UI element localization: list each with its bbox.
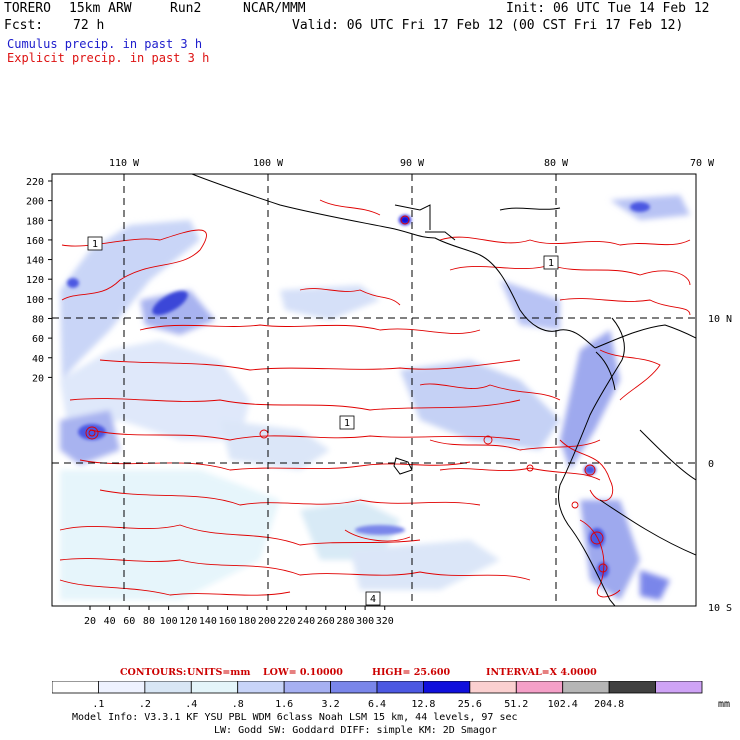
colorbar-swatch [237,681,285,694]
model-name: TORERO [4,1,51,16]
lon-label: 80 W [544,158,569,169]
x-tick-label: 200 [258,616,276,627]
lon-label: 110 W [109,158,140,169]
colorbar-swatch [655,681,703,694]
explicit-legend: Explicit precip. in past 3 h [7,51,210,65]
colorbar-label: .8 [232,699,244,710]
x-tick-label: 280 [336,616,354,627]
map-frame [51,173,697,607]
valid-time: Valid: 06 UTC Fri 17 Feb 12 (00 CST Fri … [292,18,684,33]
init-time: Init: 06 UTC Tue 14 Feb 12 [506,1,710,16]
x-tick-label: 60 [123,616,135,627]
precip-map: 1 1 4 1 110 W 100 W 90 W 80 W 70 W 10 N … [26,158,732,627]
x-tick-label: 40 [104,616,116,627]
x-tick-label: 320 [376,616,394,627]
y-tick-label: 160 [26,236,44,247]
colorbar-swatch [423,681,471,694]
lon-label: 70 W [690,158,715,169]
x-tick-label: 80 [143,616,155,627]
y-tick-label: 200 [26,197,44,208]
lat-lon-grid [52,174,696,606]
colorbar-label: 102.4 [548,699,578,710]
run-label: Run2 [170,1,202,16]
colorbar-swatch [52,681,99,694]
y-tick-label: 40 [32,354,44,365]
lat-axis-labels: 10 N 0 10 S [708,314,732,614]
box-label-group: 1 1 4 1 [92,239,554,605]
y-tick-label: 60 [32,334,44,345]
colorbar-swatch [515,681,564,694]
org-label: NCAR/MMM [243,1,306,16]
colorbar-swatch [376,681,424,694]
forecast-label: Fcst: [4,18,44,33]
x-tick-label: 180 [238,616,256,627]
box-label: 4 [370,594,376,605]
colorbar-swatch [98,681,146,694]
contours-label: CONTOURS: [120,667,187,678]
y-tick-label: 220 [26,177,44,188]
box-label: 1 [344,418,350,429]
high-markers [87,236,559,606]
y-tick-label: 20 [32,373,44,384]
colorbar-label: 204.8 [594,699,624,710]
contours-interval: INTERVAL=X 4.0000 [486,667,597,678]
x-tick-label: 220 [277,616,295,627]
colorbar-label: 6.4 [368,699,386,710]
colorbar-swatch [283,681,331,694]
x-tick-label: 300 [356,616,374,627]
colorbar: .1.2.4.8 1.6 3.2 6.4 12.8 25.6 51.2 102.4 204.8 … [52,681,730,710]
colorbar-label: .2 [139,699,151,710]
x-tick-label: 100 [160,616,178,627]
model-resolution: 15km ARW [69,1,132,16]
map-field [52,174,696,606]
colorbar-swatch [144,681,192,694]
x-tick-label: 260 [317,616,335,627]
y-tick-label: 80 [32,314,44,325]
colorbar-swatch [562,681,610,694]
forecast-hour: 72 h [73,18,105,33]
y-tick-label: 120 [26,275,44,286]
y-tick-label: 140 [26,256,44,267]
colorbar-swatch [330,681,378,694]
cumulus-shading [60,195,690,600]
lat-label: 10 N [708,314,732,325]
x-tick-labels: 20 40 60 80 100 120 140 160 180 200 220 240 260 280 30… [84,606,394,627]
x-tick-label: 160 [219,616,237,627]
y-tick-labels: 220 200 180 160 140 120 100 80 60 40 20 [26,177,52,384]
coastlines [191,174,696,606]
colorbar-label: 1.6 [275,699,293,710]
colorbar-swatch [469,681,517,694]
explicit-precip-contours [59,199,691,598]
colorbar-label: .1 [92,699,104,710]
x-tick-label: 20 [84,616,96,627]
colorbar-swatch [190,681,239,694]
x-tick-label: 140 [199,616,217,627]
lat-label: 0 [708,459,714,470]
contours-high: HIGH= 25.600 [372,667,451,678]
lon-label: 90 W [400,158,425,169]
lon-axis-labels: 110 W 100 W 90 W 80 W 70 W [109,158,715,169]
model-info: Model Info: V3.3.1 KF YSU PBL WDM 6class… [72,712,518,723]
colorbar-label: 3.2 [322,699,340,710]
box-label: 1 [548,258,554,269]
y-tick-label: 100 [26,295,44,306]
colorbar-label: 25.6 [458,699,482,710]
cumulus-legend: Cumulus precip. in past 3 h [7,37,203,51]
y-tick-label: 180 [26,216,44,227]
contours-low: LOW= 0.10000 [263,667,343,678]
colorbar-label: 51.2 [504,699,528,710]
colorbar-swatch [608,681,656,694]
lon-label: 100 W [253,158,284,169]
colorbar-label: 12.8 [411,699,435,710]
colorbar-label: .4 [185,699,197,710]
contours-units: UNITS=mm [187,667,251,678]
colorbar-units: mm [718,699,730,710]
x-tick-label: 240 [297,616,315,627]
lat-label: 10 S [708,603,732,614]
physics-info: LW: Godd SW: Goddard DIFF: simple KM: 2D… [214,725,497,736]
x-tick-label: 120 [179,616,197,627]
box-label: 1 [92,239,98,250]
